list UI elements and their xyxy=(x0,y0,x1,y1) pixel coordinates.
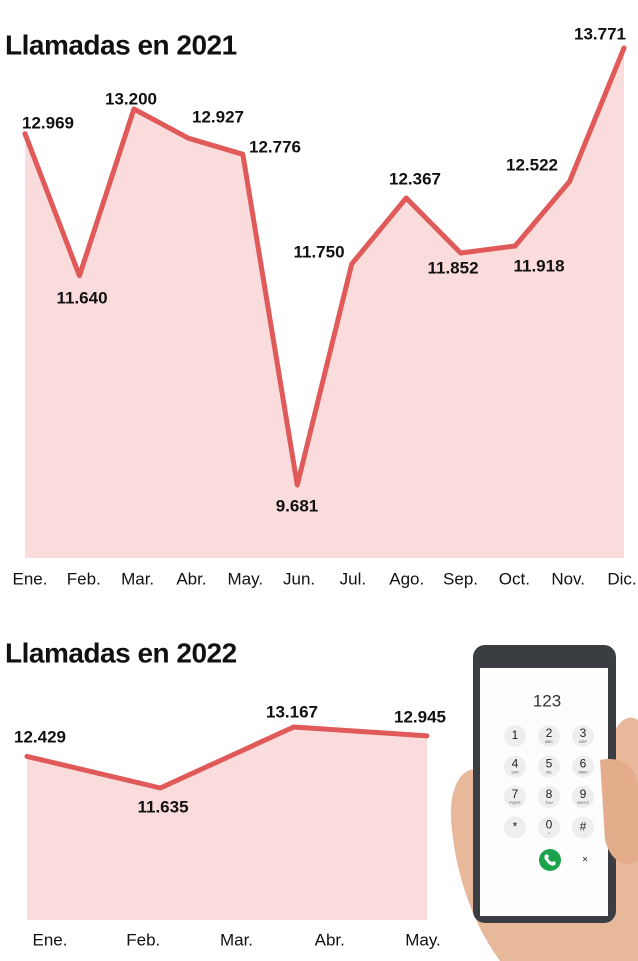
x-tick-label: Feb. xyxy=(126,930,160,949)
key-digit: 8 xyxy=(546,787,553,801)
x-tick-label: Feb. xyxy=(67,569,101,588)
line xyxy=(24,724,430,791)
x-tick-label: May. xyxy=(227,569,263,588)
key-letters: TUV xyxy=(545,800,553,805)
value-label: 11.918 xyxy=(513,256,564,275)
value-label: 13.200 xyxy=(105,89,157,108)
x-tick-label: Jun. xyxy=(283,569,315,588)
value-label: 11.640 xyxy=(56,288,107,307)
x-tick-label: May. xyxy=(405,930,441,949)
key-letters: GHI xyxy=(511,770,518,775)
key[interactable] xyxy=(504,816,526,839)
x-tick-label: Abr. xyxy=(176,569,206,588)
key[interactable] xyxy=(538,786,560,808)
dial-display: 123 xyxy=(533,691,561,710)
x-tick-label: Ago. xyxy=(389,569,424,588)
key[interactable] xyxy=(572,786,594,808)
key-letters: MNO xyxy=(578,770,587,775)
x-tick-label: Sep. xyxy=(443,569,478,588)
value-label: 11.852 xyxy=(427,258,478,277)
x-tick-label: Jul. xyxy=(340,569,366,588)
key-digit: 7 xyxy=(512,787,519,801)
key-letters: WXYZ xyxy=(577,800,589,805)
key-digit: * xyxy=(513,820,518,834)
call-button[interactable] xyxy=(539,849,561,871)
key[interactable] xyxy=(504,725,526,747)
key-digit: 0 xyxy=(546,818,553,832)
key-digit: 9 xyxy=(580,787,587,801)
key-letters: + xyxy=(548,831,551,836)
value-label: 12.945 xyxy=(394,707,446,726)
key[interactable] xyxy=(572,755,594,778)
value-label: 12.776 xyxy=(249,137,301,156)
x-tick-label: Mar. xyxy=(121,569,154,588)
key[interactable] xyxy=(538,725,560,747)
x-tick-label: Mar. xyxy=(220,930,253,949)
key-letters: JKL xyxy=(546,770,554,775)
value-label: 12.429 xyxy=(14,727,66,746)
key-digit: 6 xyxy=(580,757,587,771)
clear-key[interactable]: × xyxy=(582,855,588,866)
chart-title: Llamadas en 2021 xyxy=(5,29,237,60)
chart-title: Llamadas en 2022 xyxy=(5,637,237,668)
line xyxy=(22,45,627,488)
x-tick-label: Dic. xyxy=(607,569,636,588)
value-label: 12.969 xyxy=(22,113,74,132)
call-icon xyxy=(544,854,556,866)
key-letters: DEF xyxy=(579,739,588,744)
value-label: 11.750 xyxy=(293,242,344,261)
key-digit: # xyxy=(580,820,587,834)
thumb xyxy=(600,759,638,864)
value-label: 12.927 xyxy=(192,107,244,126)
key[interactable] xyxy=(572,725,594,747)
value-label: 13.167 xyxy=(266,702,318,721)
key-digit: 3 xyxy=(580,726,587,740)
key-digit: 1 xyxy=(512,728,519,742)
area xyxy=(25,48,624,558)
key[interactable] xyxy=(504,755,526,778)
key[interactable] xyxy=(504,786,526,808)
value-label: 11.635 xyxy=(137,797,188,816)
key[interactable] xyxy=(572,816,594,839)
key[interactable] xyxy=(538,816,560,839)
value-label: 12.522 xyxy=(506,155,558,174)
x-tick-label: Abr. xyxy=(315,930,345,949)
value-label: 9.681 xyxy=(276,496,319,515)
key-digit: 4 xyxy=(512,757,519,771)
x-tick-label: Oct. xyxy=(499,569,530,588)
key-digit: 2 xyxy=(546,726,553,740)
key-digit: 5 xyxy=(546,757,553,771)
key-letters: ABC xyxy=(545,739,553,744)
area xyxy=(27,727,427,920)
key-letters: PQRS xyxy=(509,800,521,805)
x-tick-label: Ene. xyxy=(33,930,68,949)
key[interactable] xyxy=(538,755,560,778)
x-tick-label: Nov. xyxy=(551,569,585,588)
value-label: 12.367 xyxy=(389,169,441,188)
x-tick-label: Ene. xyxy=(13,569,48,588)
value-label: 13.771 xyxy=(574,24,626,43)
